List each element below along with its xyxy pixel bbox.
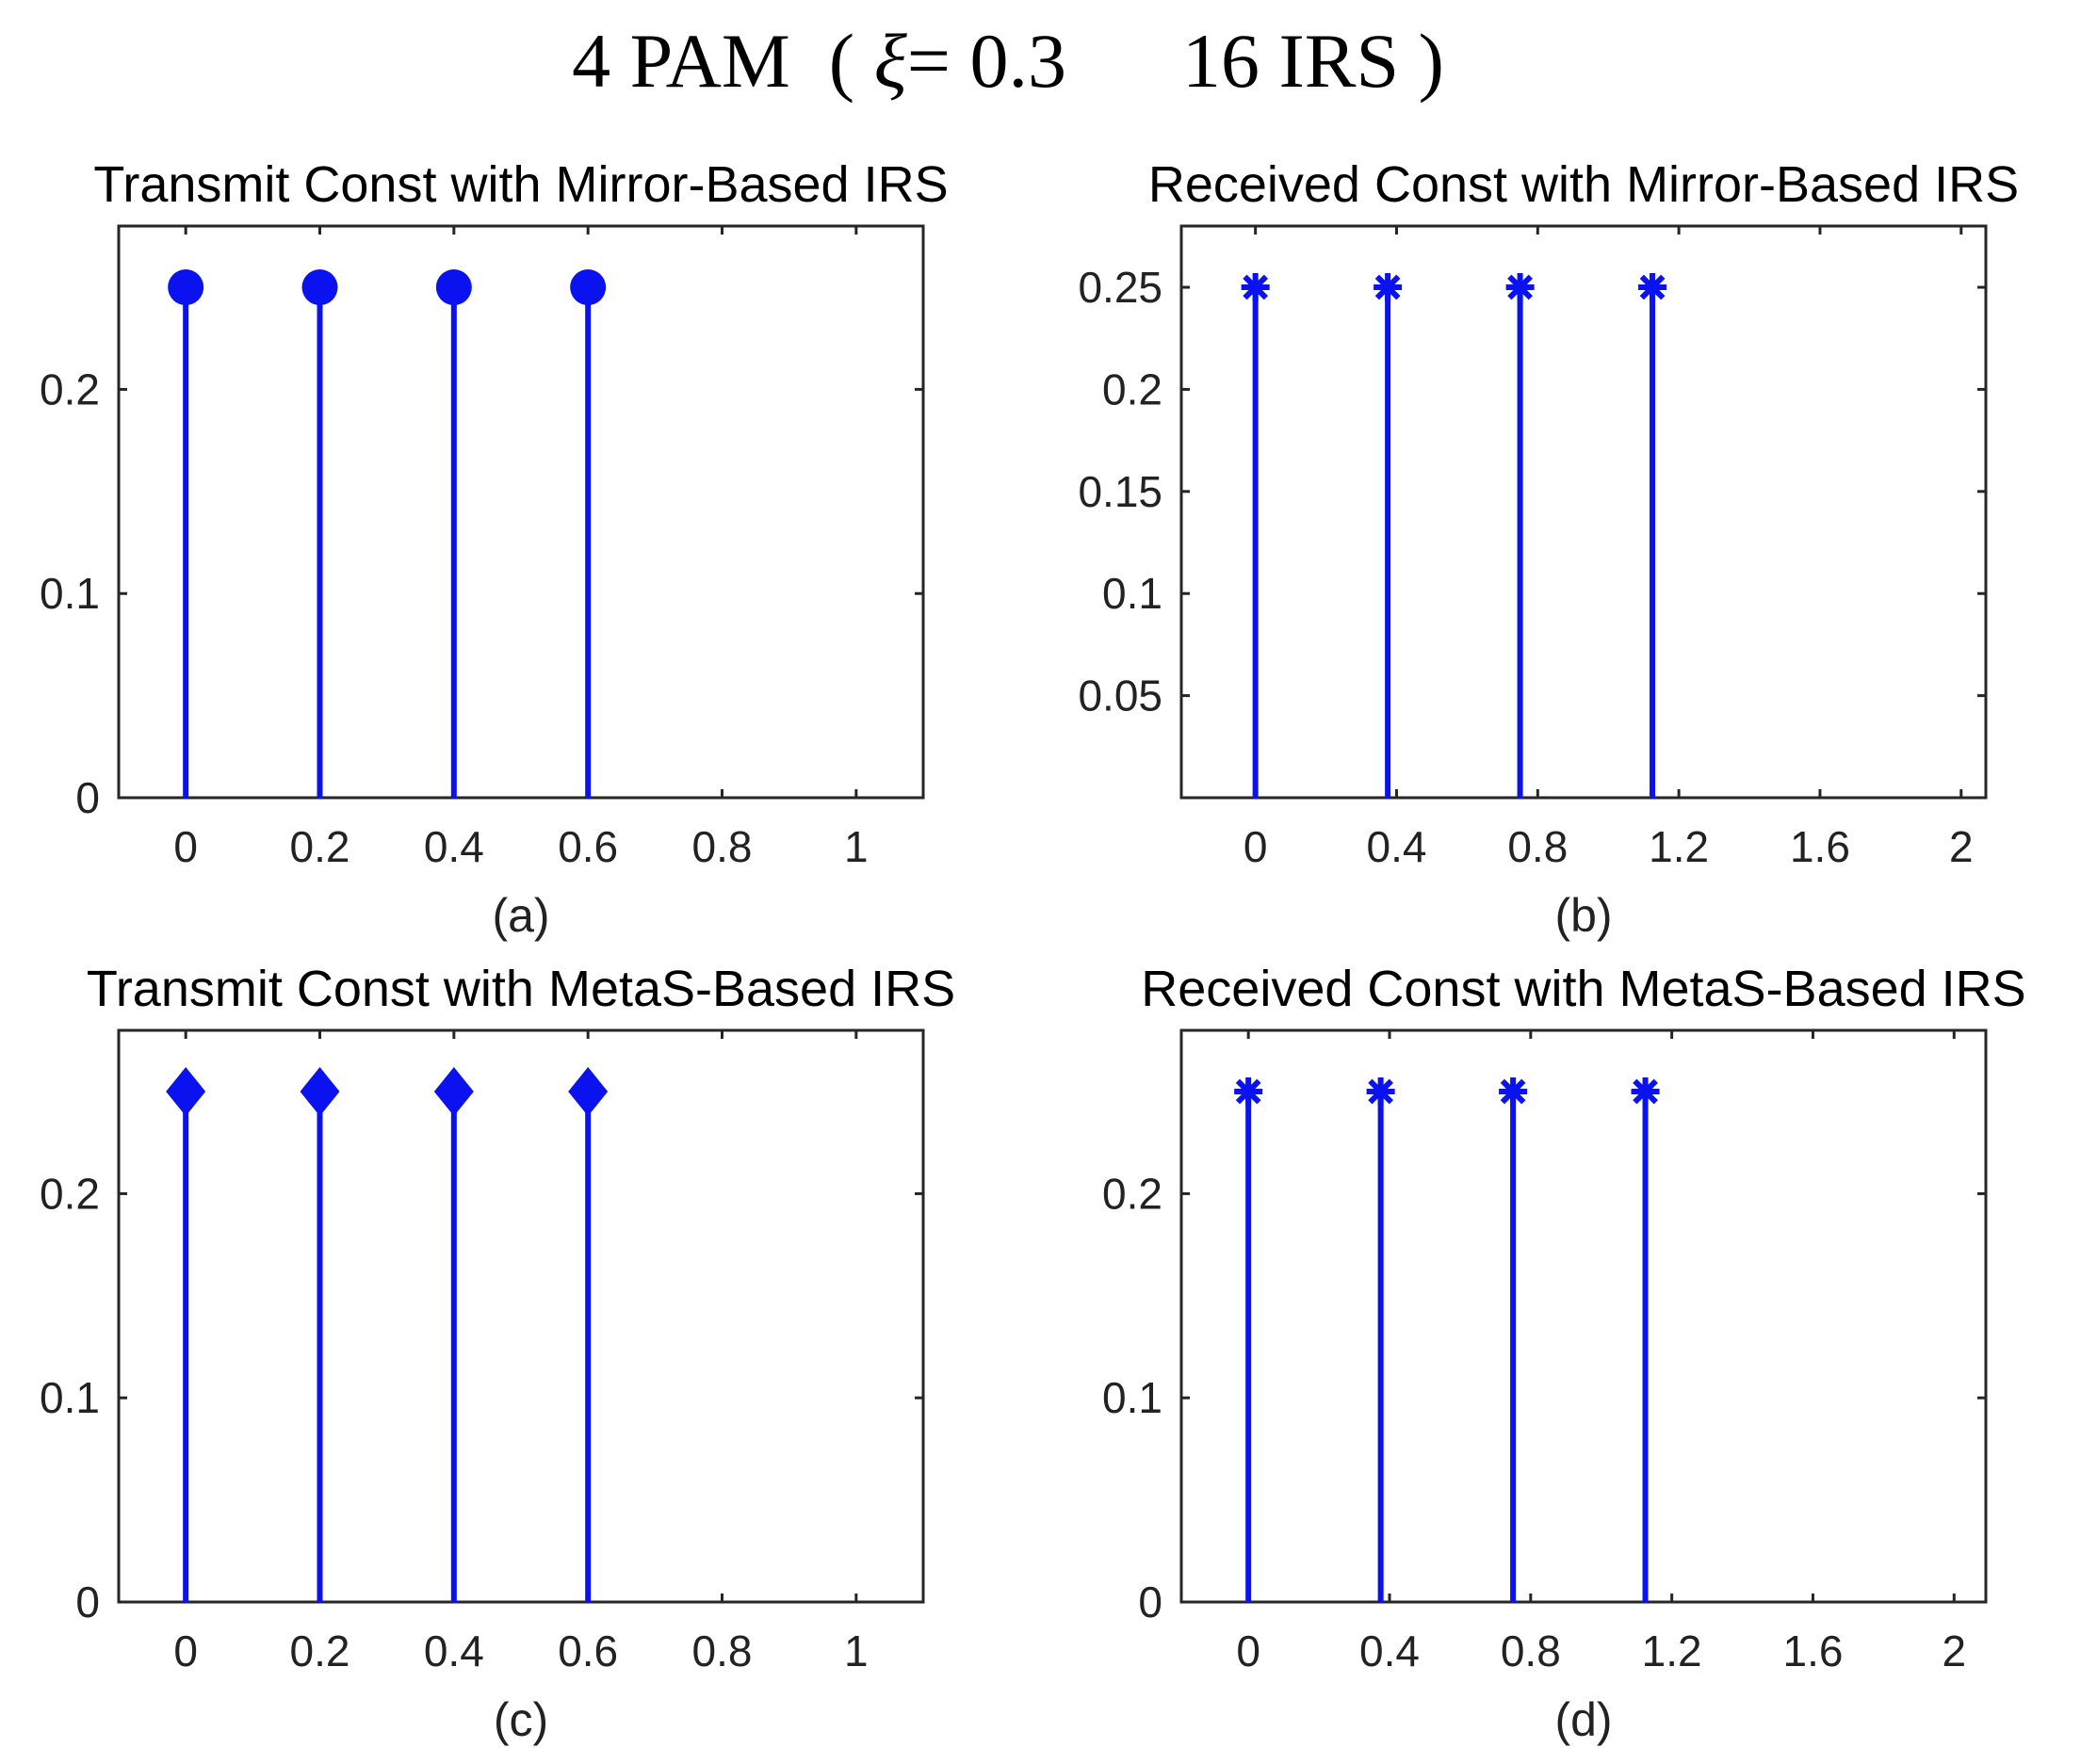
x-tick-label: 1 (844, 822, 869, 871)
y-tick-label: 0.2 (1102, 364, 1162, 413)
axes-frame (1179, 1028, 1988, 1604)
y-tick-label: 0.1 (40, 1373, 100, 1422)
y-tick-label: 0.2 (1102, 1169, 1162, 1218)
stem-marker-diamond (433, 1067, 474, 1117)
x-tick-label: 0.6 (558, 1626, 618, 1675)
x-tick-label: 0.4 (424, 1626, 484, 1675)
x-tick-label: 1.2 (1649, 822, 1709, 871)
stem-marker-asterisk (1638, 273, 1667, 302)
x-tick-label: 0.8 (1507, 822, 1568, 871)
x-tick-label: 0.4 (1367, 822, 1427, 871)
x-tick-label: 0.8 (692, 822, 753, 871)
subplot-caption: (b) (1554, 889, 1612, 942)
x-tick-label: 2 (1942, 1626, 1966, 1675)
y-tick-label: 0.05 (1078, 672, 1162, 720)
stem-marker-diamond (300, 1067, 340, 1117)
x-tick-label: 0 (1236, 1626, 1260, 1675)
x-tick-label: 0.4 (1359, 1626, 1420, 1675)
stem-marker-circle (435, 269, 472, 306)
subplot-title: Received Const with MetaS-Based IRS (1141, 961, 2025, 1017)
subplot-title: Received Const with Mirror-Based IRS (1148, 156, 2019, 213)
x-tick-label: 0.6 (558, 822, 618, 871)
subplot-title: Transmit Const with MetaS-Based IRS (87, 961, 955, 1017)
figure-title-symbol: ξ (874, 18, 908, 104)
subplot-c: Transmit Const with MetaS-Based IRS 0 0.2 0… (40, 961, 955, 1746)
axes-frame (1179, 224, 1988, 800)
x-tick-label: 0 (173, 1626, 198, 1675)
x-tick-label: 0.8 (692, 1626, 753, 1675)
stem-marker-asterisk (1631, 1077, 1660, 1107)
figure-title: 4 PAM ( ξ= 0.3 16 IRS ) (572, 18, 1444, 104)
stem-marker-asterisk (1234, 1077, 1263, 1107)
figure-title-suffix: = 0.3 16 IRS ) (907, 18, 1444, 104)
stem-marker-asterisk (1374, 273, 1403, 302)
subplot-b: Received Const with Mirror-Based IRS 0 0.4… (1078, 156, 2019, 942)
subplot-caption: (c) (494, 1693, 548, 1746)
subplot-caption: (d) (1554, 1693, 1612, 1746)
x-tick-label: 1.6 (1782, 1626, 1843, 1675)
x-tick-label: 0 (1244, 822, 1268, 871)
stem-marker-diamond (166, 1067, 206, 1117)
y-tick-label: 0.1 (1102, 569, 1162, 618)
x-tick-label: 1.2 (1642, 1626, 1702, 1675)
y-tick-label: 0.1 (1102, 1373, 1162, 1422)
stem-marker-circle (301, 269, 338, 306)
x-tick-label: 0.2 (290, 1626, 350, 1675)
stem-marker-asterisk (1505, 273, 1535, 302)
y-tick-label: 0.2 (40, 364, 100, 413)
stem-marker-diamond (568, 1067, 609, 1117)
x-tick-label: 0.8 (1501, 1626, 1561, 1675)
y-tick-label: 0.25 (1078, 263, 1162, 312)
y-tick-label: 0 (75, 773, 100, 822)
y-tick-label: 0 (1138, 1578, 1162, 1626)
subplot-a: Transmit Const with Mirror-Based IRS 0 0.2… (40, 156, 949, 942)
y-tick-label: 0.1 (40, 569, 100, 618)
x-tick-label: 0.4 (424, 822, 484, 871)
subplot-title: Transmit Const with Mirror-Based IRS (93, 156, 948, 213)
axes-frame (117, 224, 925, 800)
x-tick-label: 2 (1949, 822, 1974, 871)
x-tick-label: 0 (173, 822, 198, 871)
y-tick-label: 0.15 (1078, 467, 1162, 516)
stem-marker-asterisk (1499, 1077, 1528, 1107)
figure-title-prefix: 4 PAM ( (572, 18, 874, 104)
subplot-d: Received Const with MetaS-Based IRS 0 0.4 0… (1102, 961, 2026, 1746)
x-tick-label: 0.2 (290, 822, 350, 871)
axes-frame (117, 1028, 925, 1604)
stem-marker-circle (570, 269, 607, 306)
subplot-caption: (a) (492, 889, 549, 942)
y-tick-label: 0.2 (40, 1169, 100, 1218)
x-tick-label: 1.6 (1790, 822, 1850, 871)
stem-marker-asterisk (1366, 1077, 1395, 1107)
y-tick-label: 0 (75, 1578, 100, 1626)
x-tick-label: 1 (844, 1626, 869, 1675)
subplots: Transmit Const with Mirror-Based IRS 0 0.2… (40, 156, 2026, 1746)
stem-marker-circle (168, 269, 204, 306)
stem-marker-asterisk (1241, 273, 1270, 302)
